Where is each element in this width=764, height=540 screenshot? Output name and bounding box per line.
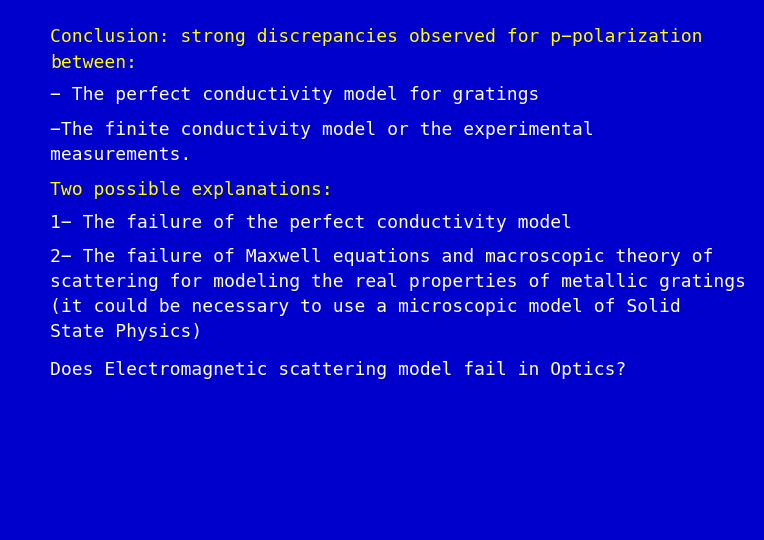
Text: (it could be necessary to use a microscopic model of Solid: (it could be necessary to use a microsco… xyxy=(50,298,681,316)
Text: measurements.: measurements. xyxy=(50,146,191,164)
Text: Two possible explanations:: Two possible explanations: xyxy=(50,181,333,199)
Text: −The finite conductivity model or the experimental: −The finite conductivity model or the ex… xyxy=(50,121,594,139)
Text: between:: between: xyxy=(50,54,137,72)
Text: scattering for modeling the real properties of metallic gratings: scattering for modeling the real propert… xyxy=(50,273,746,291)
Text: State Physics): State Physics) xyxy=(50,323,202,341)
Text: − The perfect conductivity model for gratings: − The perfect conductivity model for gra… xyxy=(50,86,539,104)
Text: 1− The failure of the perfect conductivity model: 1− The failure of the perfect conductivi… xyxy=(50,214,572,232)
Text: Does Electromagnetic scattering model fail in Optics?: Does Electromagnetic scattering model fa… xyxy=(50,361,626,379)
Text: Conclusion: strong discrepancies observed for p−polarization: Conclusion: strong discrepancies observe… xyxy=(50,28,703,46)
Text: 2− The failure of Maxwell equations and macroscopic theory of: 2− The failure of Maxwell equations and … xyxy=(50,248,714,266)
